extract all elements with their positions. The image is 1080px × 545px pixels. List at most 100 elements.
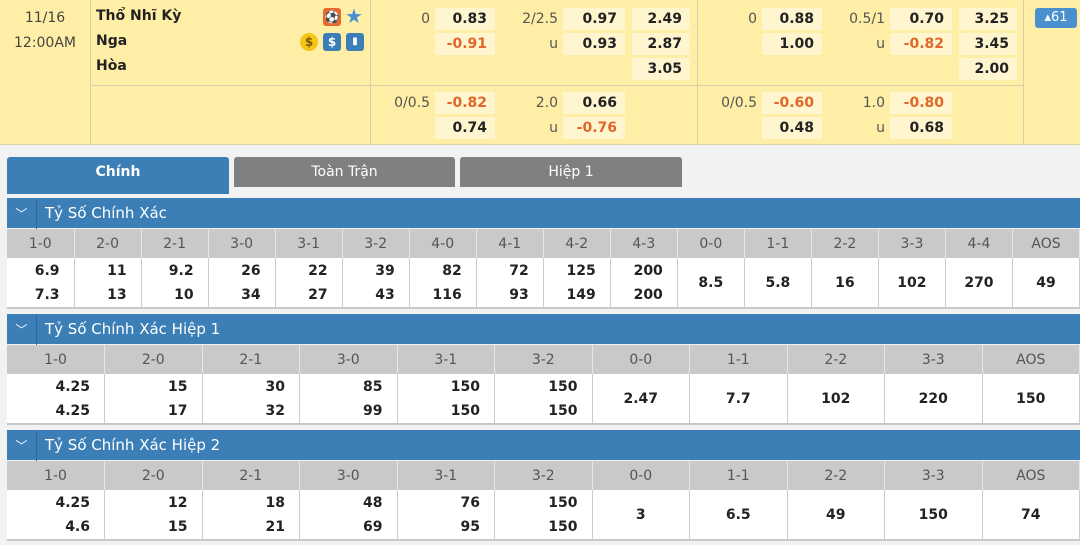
home-win-odds[interactable]: 2.49 xyxy=(632,8,690,30)
score-odds[interactable]: 48 xyxy=(299,490,398,515)
alt-over-odds[interactable]: 0.66 xyxy=(563,92,625,114)
score-odds[interactable]: 34 xyxy=(208,283,276,309)
section-header[interactable]: ﹀ Tỷ Số Chính Xác Hiệp 1 xyxy=(7,314,1080,345)
score-odds[interactable]: 95 xyxy=(397,515,495,541)
over-odds[interactable]: 0.97 xyxy=(563,8,625,30)
over-odds[interactable]: 0.70 xyxy=(890,8,952,30)
score-odds[interactable]: 99 xyxy=(299,399,398,425)
score-odds[interactable]: 6.9 xyxy=(7,258,75,283)
score-odds[interactable]: 150 xyxy=(494,515,593,541)
away-win-odds[interactable]: 3.45 xyxy=(959,33,1017,55)
alt-handicap-home-odds[interactable]: -0.82 xyxy=(435,92,495,114)
under-odds[interactable]: 0.93 xyxy=(563,33,625,55)
score-odds[interactable]: 39 xyxy=(342,258,410,283)
score-odds[interactable]: 17 xyxy=(104,399,203,425)
score-odds[interactable]: 125 xyxy=(543,258,611,283)
score-odds[interactable]: 43 xyxy=(342,283,410,309)
score-odds[interactable]: 149 xyxy=(543,283,611,309)
tab-chinh[interactable]: Chính xyxy=(7,157,229,194)
score-odds[interactable]: 85 xyxy=(299,374,398,399)
alt-under-odds[interactable]: 0.68 xyxy=(890,117,952,139)
score-odds[interactable]: 12 xyxy=(104,490,203,515)
under-odds[interactable]: -0.82 xyxy=(890,33,952,55)
alt-handicap-away-odds[interactable]: 0.48 xyxy=(762,117,822,139)
live-play-icon[interactable]: ⚽ xyxy=(323,8,341,26)
score-odds[interactable]: 200 xyxy=(610,258,678,283)
draw-odds[interactable]: 3.05 xyxy=(632,58,690,80)
tab-toan-tran[interactable]: Toàn Trận xyxy=(234,157,455,187)
score-odds[interactable]: 74 xyxy=(982,490,1080,541)
score-odds[interactable]: 5.8 xyxy=(744,258,812,309)
score-odds[interactable]: 15 xyxy=(104,374,203,399)
coin-icon[interactable]: $ xyxy=(300,33,318,51)
score-odds[interactable]: 69 xyxy=(299,515,398,541)
score-odds[interactable]: 32 xyxy=(202,399,300,425)
score-odds[interactable]: 15 xyxy=(104,515,203,541)
handicap-away-odds[interactable]: 1.00 xyxy=(762,33,822,55)
score-odds[interactable]: 150 xyxy=(884,490,983,541)
score-odds[interactable]: 27 xyxy=(275,283,343,309)
score-odds[interactable]: 22 xyxy=(275,258,343,283)
dollar-icon[interactable]: $ xyxy=(323,33,341,51)
score-odds[interactable]: 150 xyxy=(494,490,593,515)
stats-chart-icon[interactable]: ▮ xyxy=(346,33,364,51)
score-odds[interactable]: 2.47 xyxy=(592,374,690,425)
under-label: u xyxy=(549,36,558,52)
score-odds[interactable]: 76 xyxy=(397,490,495,515)
draw-odds[interactable]: 2.00 xyxy=(959,58,1017,80)
score-odds[interactable]: 4.25 xyxy=(7,399,105,425)
section-header[interactable]: ﹀ Tỷ Số Chính Xác Hiệp 2 xyxy=(7,430,1080,461)
score-odds[interactable]: 13 xyxy=(74,283,142,309)
score-odds[interactable]: 11 xyxy=(74,258,142,283)
home-team[interactable]: Thổ Nhĩ Kỳ xyxy=(96,8,182,24)
score-odds[interactable]: 102 xyxy=(878,258,946,309)
score-odds[interactable]: 26 xyxy=(208,258,276,283)
away-win-odds[interactable]: 2.87 xyxy=(632,33,690,55)
alt-handicap-away-odds[interactable]: 0.74 xyxy=(435,117,495,139)
handicap-home-odds[interactable]: 0.83 xyxy=(435,8,495,30)
score-odds[interactable]: 4.25 xyxy=(7,490,105,515)
handicap-home-odds[interactable]: 0.88 xyxy=(762,8,822,30)
alt-over-odds[interactable]: -0.80 xyxy=(890,92,952,114)
score-odds[interactable]: 16 xyxy=(811,258,879,309)
score-odds[interactable]: 102 xyxy=(787,374,885,425)
score-odds[interactable]: 4.25 xyxy=(7,374,105,399)
tab-hiep-1[interactable]: Hiệp 1 xyxy=(460,157,682,187)
score-odds[interactable]: 3 xyxy=(592,490,690,541)
alt-handicap-home-odds[interactable]: -0.60 xyxy=(762,92,822,114)
score-odds[interactable]: 6.5 xyxy=(689,490,788,541)
score-odds[interactable]: 21 xyxy=(202,515,300,541)
score-odds[interactable]: 150 xyxy=(494,399,593,425)
score-odds[interactable]: 49 xyxy=(1012,258,1080,309)
score-odds[interactable]: 150 xyxy=(397,399,495,425)
more-markets-badge[interactable]: ▴61 xyxy=(1035,8,1077,28)
section-header[interactable]: ﹀ Tỷ Số Chính Xác xyxy=(7,198,1080,229)
score-odds[interactable]: 49 xyxy=(787,490,885,541)
handicap-away-odds[interactable]: -0.91 xyxy=(435,33,495,55)
chevron-down-icon[interactable]: ﹀ xyxy=(7,199,37,229)
score-odds[interactable]: 270 xyxy=(945,258,1013,309)
score-odds[interactable]: 8.5 xyxy=(677,258,745,309)
score-odds[interactable]: 30 xyxy=(202,374,300,399)
away-team[interactable]: Nga xyxy=(96,33,128,49)
score-odds[interactable]: 72 xyxy=(476,258,544,283)
score-odds[interactable]: 93 xyxy=(476,283,544,309)
score-odds[interactable]: 116 xyxy=(409,283,477,309)
score-odds[interactable]: 10 xyxy=(141,283,209,309)
alt-under-odds[interactable]: -0.76 xyxy=(563,117,625,139)
score-odds[interactable]: 150 xyxy=(397,374,495,399)
chevron-down-icon[interactable]: ﹀ xyxy=(7,315,37,345)
score-odds[interactable]: 9.2 xyxy=(141,258,209,283)
chevron-down-icon[interactable]: ﹀ xyxy=(7,431,37,461)
home-win-odds[interactable]: 3.25 xyxy=(959,8,1017,30)
score-odds[interactable]: 220 xyxy=(884,374,983,425)
score-odds[interactable]: 18 xyxy=(202,490,300,515)
score-odds[interactable]: 200 xyxy=(610,283,678,309)
score-odds[interactable]: 7.3 xyxy=(7,283,75,309)
score-odds[interactable]: 150 xyxy=(494,374,593,399)
score-odds[interactable]: 7.7 xyxy=(689,374,788,425)
score-odds[interactable]: 150 xyxy=(982,374,1080,425)
score-odds[interactable]: 4.6 xyxy=(7,515,105,541)
score-odds[interactable]: 82 xyxy=(409,258,477,283)
favorite-star-icon[interactable]: ★ xyxy=(345,4,363,28)
